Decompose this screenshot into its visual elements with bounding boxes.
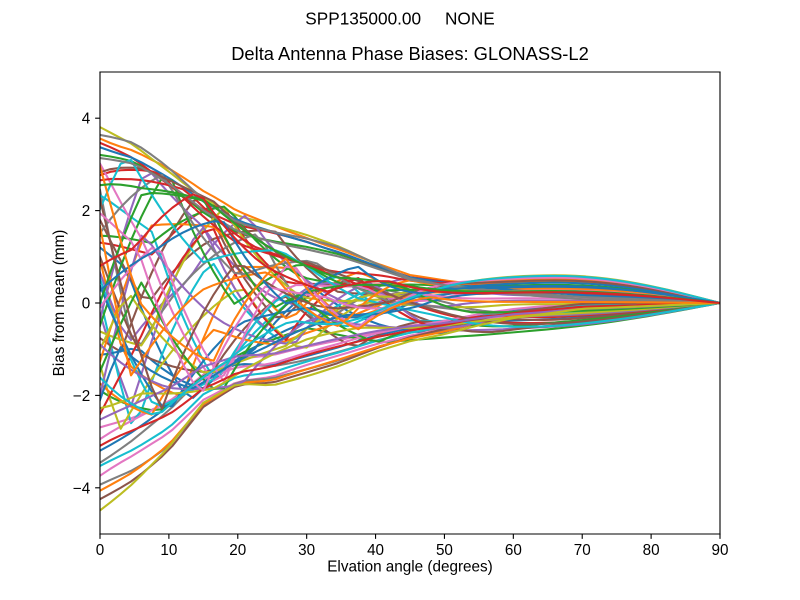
svg-text:30: 30 (298, 542, 315, 559)
svg-text:50: 50 (436, 542, 453, 559)
svg-text:Delta Antenna Phase Biases: GL: Delta Antenna Phase Biases: GLONASS-L2 (231, 43, 589, 64)
svg-text:0: 0 (96, 542, 105, 559)
svg-text:4: 4 (82, 111, 91, 128)
svg-text:90: 90 (712, 542, 729, 559)
svg-text:−2: −2 (73, 388, 90, 405)
svg-text:20: 20 (229, 542, 246, 559)
svg-text:80: 80 (643, 542, 660, 559)
svg-text:40: 40 (367, 542, 384, 559)
svg-text:SPP135000.00 NONE: SPP135000.00 NONE (305, 8, 495, 28)
svg-text:0: 0 (82, 296, 91, 313)
svg-text:Bias from mean (mm): Bias from mean (mm) (51, 230, 68, 377)
svg-text:70: 70 (574, 542, 591, 559)
svg-text:60: 60 (505, 542, 522, 559)
svg-text:−4: −4 (73, 480, 91, 497)
svg-text:10: 10 (160, 542, 177, 559)
svg-text:2: 2 (82, 203, 91, 220)
svg-text:Elvation angle (degrees): Elvation angle (degrees) (327, 558, 492, 575)
